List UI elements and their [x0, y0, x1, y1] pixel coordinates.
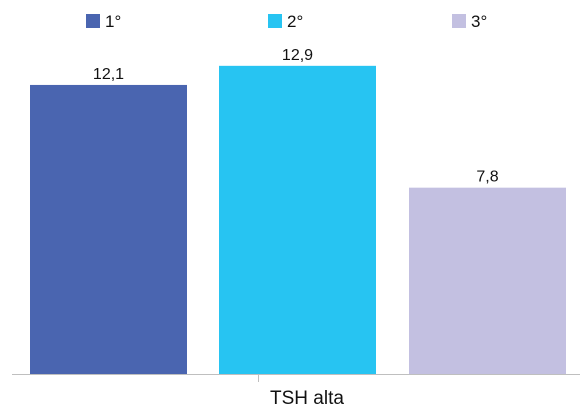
legend-swatch-2 — [268, 14, 282, 28]
legend-swatch-3 — [452, 14, 466, 28]
x-axis: TSH alta — [12, 374, 580, 409]
data-label-series-1: 12,1 — [93, 66, 124, 83]
legend-label-3: 3° — [471, 12, 487, 31]
bar-series-3 — [409, 187, 566, 374]
legend-swatch-1 — [86, 14, 100, 28]
legend-label-2: 2° — [287, 12, 303, 31]
bar-series-1 — [30, 84, 187, 374]
bar-series-2 — [219, 65, 376, 374]
x-tick-label: TSH alta — [270, 388, 344, 409]
chart-data-labels: 12,1 12,9 7,8 — [93, 47, 499, 186]
chart-legend: 1° 2° 3° — [86, 12, 487, 31]
data-label-series-2: 12,9 — [282, 47, 313, 64]
legend-label-1: 1° — [105, 12, 121, 31]
data-label-series-3: 7,8 — [476, 169, 498, 186]
chart-bars — [30, 65, 566, 374]
